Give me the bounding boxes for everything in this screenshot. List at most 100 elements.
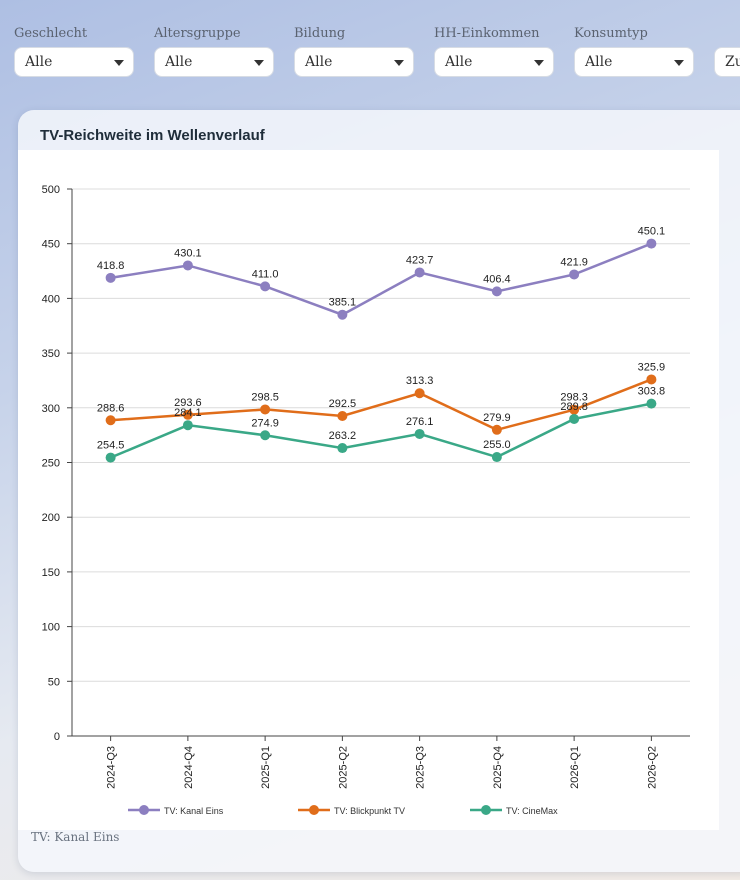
data-label: 263.2 <box>329 430 357 442</box>
data-point <box>646 374 657 385</box>
x-tick-label: 2024-Q3 <box>106 746 118 789</box>
y-tick-label: 50 <box>48 676 60 688</box>
data-label: 298.3 <box>560 392 588 404</box>
series-line <box>110 402 652 459</box>
filter-geschlecht: Geschlecht Alle <box>14 26 134 77</box>
data-label: 411.0 <box>252 268 279 280</box>
y-tick-label: 450 <box>42 239 60 251</box>
caret-down-icon <box>534 60 544 66</box>
x-tick-label: 2025-Q2 <box>337 746 349 789</box>
data-point <box>491 452 502 463</box>
data-label: 303.8 <box>638 386 666 398</box>
data-point <box>182 409 193 420</box>
select-value: Zu <box>725 54 740 70</box>
data-point <box>569 269 580 280</box>
chart-card: TV-Reichweite im Wellenverlauf 0 50 100 150… <box>18 110 740 872</box>
y-tick-label: 100 <box>42 622 60 634</box>
data-label: 450.1 <box>638 226 666 238</box>
x-tick-label: 2025-Q4 <box>492 746 504 789</box>
plot-area: 0 50 100 150 200 250 300 350 400 450 500 2024-Q3 202… <box>18 150 719 830</box>
filter-label: Altersgruppe <box>154 26 241 41</box>
filter-konsumtyp: Konsumtyp Alle <box>574 26 694 77</box>
filter-label: HH-Einkommen <box>434 26 540 41</box>
select-value: Alle <box>445 54 473 70</box>
data-point <box>105 452 116 463</box>
data-label: 418.8 <box>97 260 125 272</box>
data-point <box>569 404 580 415</box>
data-label: 293.6 <box>174 397 202 409</box>
y-tick-label: 300 <box>42 403 60 415</box>
hh-einkommen-select[interactable]: Alle <box>434 47 554 77</box>
data-point <box>337 309 348 320</box>
data-label: 288.6 <box>97 402 125 414</box>
data-point <box>414 428 425 439</box>
filter-label <box>714 26 740 42</box>
y-tick-label: 200 <box>42 512 60 524</box>
data-point <box>414 267 425 278</box>
select-value: Alle <box>305 54 333 70</box>
altersgruppe-select[interactable]: Alle <box>154 47 274 77</box>
data-point <box>337 411 348 422</box>
data-label: 284.1 <box>174 407 202 419</box>
legend-marker <box>139 805 149 815</box>
data-label: 423.7 <box>406 254 434 266</box>
data-point <box>569 413 580 424</box>
select-value: Alle <box>25 54 53 70</box>
data-label: 385.1 <box>329 297 357 309</box>
data-label: 430.1 <box>174 247 202 259</box>
data-label: 325.9 <box>638 361 666 373</box>
data-point <box>105 415 116 426</box>
caret-down-icon <box>674 60 684 66</box>
data-label: 292.5 <box>329 398 357 410</box>
caret-down-icon <box>254 60 264 66</box>
data-label: 279.9 <box>483 412 511 424</box>
caret-down-icon <box>394 60 404 66</box>
data-point <box>646 238 657 249</box>
data-label: 276.1 <box>406 416 434 428</box>
data-label: 255.0 <box>483 439 511 451</box>
data-point <box>414 388 425 399</box>
data-label: 421.9 <box>560 256 588 268</box>
data-point <box>260 430 271 441</box>
bildung-select[interactable]: Alle <box>294 47 414 77</box>
legend-marker <box>481 805 491 815</box>
konsumtyp-select[interactable]: Alle <box>574 47 694 77</box>
y-tick-label: 250 <box>42 458 60 470</box>
legend-marker <box>309 805 319 815</box>
data-label: 313.3 <box>406 375 434 387</box>
x-tick-label: 2026-Q2 <box>646 746 658 789</box>
y-tick-label: 350 <box>42 348 60 360</box>
data-point <box>491 424 502 435</box>
filter-bar: Geschlecht Alle Altersgruppe Alle Bildun… <box>14 26 740 78</box>
data-point <box>182 260 193 271</box>
x-tick-label: 2026-Q1 <box>569 746 581 789</box>
caret-down-icon <box>114 60 124 66</box>
data-label: 274.9 <box>251 417 279 429</box>
select-value: Alle <box>585 54 613 70</box>
x-tick-label: 2024-Q4 <box>183 746 195 789</box>
data-point <box>491 286 502 297</box>
geschlecht-select[interactable]: Alle <box>14 47 134 77</box>
filter-hh-einkommen: HH-Einkommen Alle <box>434 26 554 77</box>
data-label: 289.8 <box>560 401 588 413</box>
data-point <box>260 281 271 292</box>
filter-altersgruppe: Altersgruppe Alle <box>154 26 274 77</box>
series-line <box>110 378 652 432</box>
data-label: 298.5 <box>251 391 279 403</box>
y-tick-label: 150 <box>42 567 60 579</box>
filter-extra: Zu <box>714 26 740 77</box>
filter-label: Bildung <box>294 26 346 41</box>
legend-label: TV: Kanal Eins <box>164 806 224 816</box>
data-point <box>646 398 657 409</box>
y-tick-label: 500 <box>42 184 60 196</box>
x-tick-label: 2025-Q1 <box>260 746 272 789</box>
legend-label: TV: Blickpunkt TV <box>334 806 405 816</box>
line-chart: 0 50 100 150 200 250 300 350 400 450 500 2024-Q3 202… <box>42 184 690 816</box>
data-point <box>182 420 193 431</box>
data-point <box>260 404 271 415</box>
legend-label: TV: CineMax <box>506 806 558 816</box>
extra-select[interactable]: Zu <box>714 47 740 77</box>
select-value: Alle <box>165 54 193 70</box>
filter-label: Geschlecht <box>14 26 88 41</box>
data-point <box>105 272 116 283</box>
